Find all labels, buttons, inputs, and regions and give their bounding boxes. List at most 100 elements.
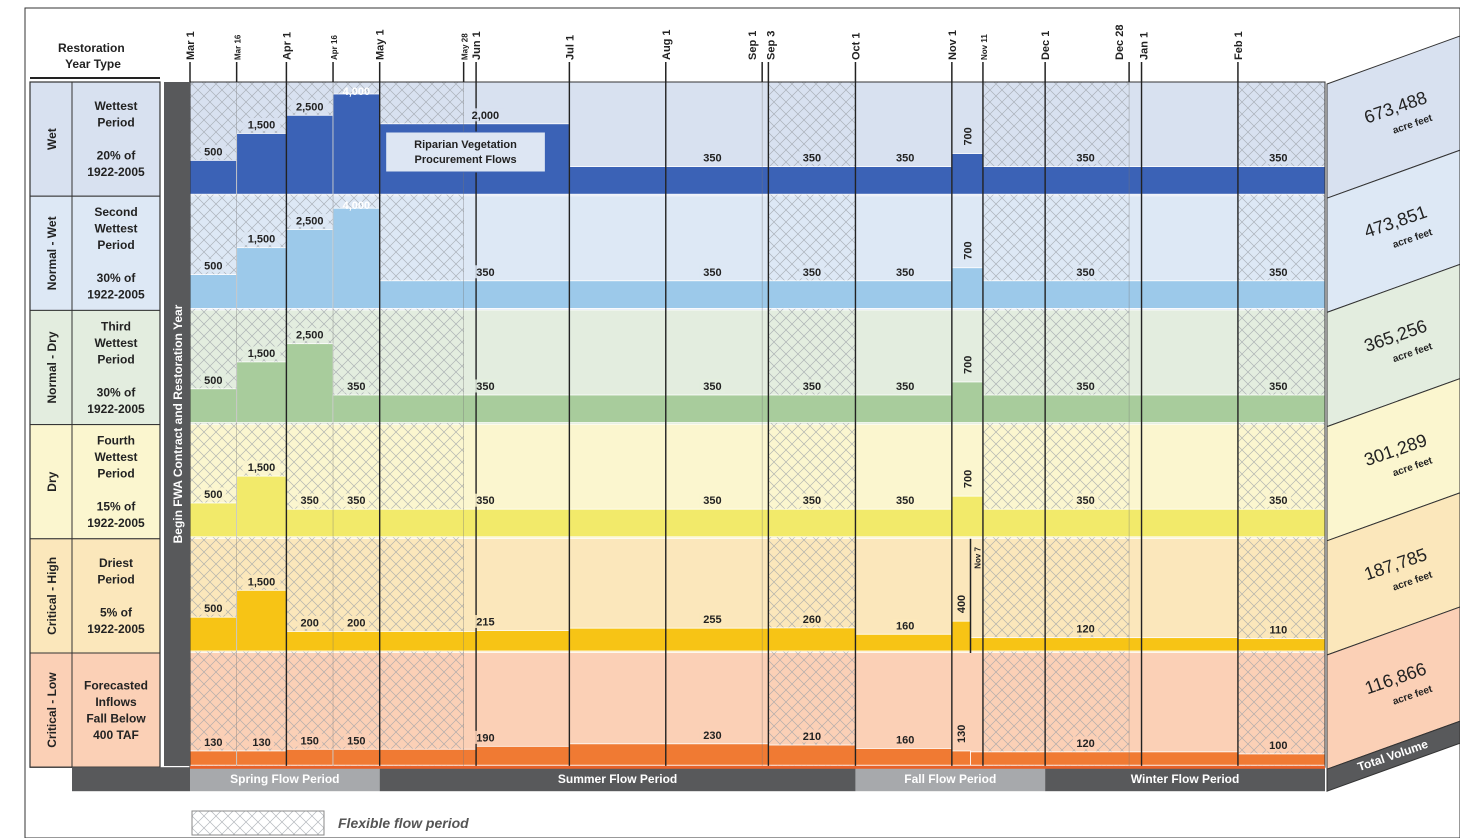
- flow-label-critical-low-1: 130: [252, 737, 270, 749]
- flow-label-bg-normal-dry-5: [699, 379, 726, 393]
- flow-label-dry-5: 350: [703, 495, 721, 507]
- volume-cell-dry: [1326, 378, 1460, 542]
- year-name-cell-normal-dry: [29, 309, 73, 426]
- flow-step-wet-5: [568, 166, 953, 195]
- flow-label-normal-wet-8: 700: [962, 241, 974, 259]
- contract-bar: Begin FWA Contract and Restoration Year: [164, 82, 190, 766]
- flow-step-critical-high-8: [970, 637, 1239, 652]
- flow-label-critical-high-5: 255: [703, 614, 721, 626]
- date-label-sep-3: Sep 3: [765, 31, 777, 60]
- date-label-mar-16: Mar 16: [234, 34, 243, 60]
- flow-label-critical-low-8: 130: [956, 725, 968, 743]
- total-volume-footer: [1326, 720, 1460, 792]
- flow-label-bg-critical-low-3: [343, 733, 369, 747]
- period-label-spring-flow-period: Spring Flow Period: [230, 772, 339, 786]
- year-type-desc-critical-low-2: Fall Below: [86, 711, 146, 725]
- flow-step-critical-low-1: [236, 750, 287, 766]
- period-label-fall-flow-period: Fall Flow Period: [904, 772, 996, 786]
- flow-label-bg-normal-dry-1: [242, 346, 281, 360]
- flow-label-normal-dry-3: 350: [347, 381, 365, 393]
- flow-label-normal-wet-6: 350: [803, 267, 821, 279]
- flow-label-bg-critical-low-0: [200, 735, 226, 749]
- flow-label-normal-wet-4: 350: [476, 267, 494, 279]
- year-type-name-critical-low: Critical - Low: [45, 672, 59, 748]
- volume-cell-wet: [1326, 35, 1460, 199]
- flow-label-dry-4: 350: [476, 495, 494, 507]
- flex-critical-low-3: [333, 653, 380, 768]
- flow-label-critical-high-9: 120: [1076, 624, 1094, 636]
- note-box-wet: [385, 131, 546, 173]
- flow-label-bg-critical-low-9: [1072, 736, 1099, 750]
- flow-step-dry-0: [189, 502, 238, 538]
- flow-step-dry-2: [285, 508, 953, 538]
- flow-label-normal-dry-0: 500: [204, 375, 222, 387]
- flow-label-wet-9: 350: [1076, 153, 1094, 165]
- flow-label-dry-2: 350: [301, 495, 319, 507]
- flow-label-bg-dry-9: [1072, 493, 1099, 507]
- flow-step-critical-low-8: [951, 750, 971, 766]
- flow-label-bg-critical-high-1: [242, 574, 281, 588]
- year-name-cell-critical-high: [29, 538, 73, 654]
- flow-steps: [189, 93, 1326, 766]
- flow-label-bg-critical-high-5: [699, 612, 726, 626]
- flow-step-critical-high-0: [189, 616, 238, 652]
- flow-step-wet-2: [285, 114, 334, 195]
- legend-flexible-label: Flexible flow period: [338, 815, 469, 831]
- flow-step-wet-6: [951, 153, 984, 195]
- flow-step-critical-low-5: [568, 743, 769, 766]
- flow-step-critical-high-3: [475, 630, 570, 652]
- flow-step-dry-3: [951, 495, 984, 538]
- flow-label-bg-normal-dry-9: [1072, 379, 1099, 393]
- note-text-line1-wet: Riparian Vegetation: [414, 139, 517, 151]
- legend-swatch: [191, 810, 325, 836]
- flow-label-normal-wet-7: 350: [896, 267, 914, 279]
- flow-step-critical-high-9: [1237, 638, 1326, 652]
- flow-label-critical-low-6: 210: [803, 731, 821, 743]
- flow-step-critical-low-0: [189, 750, 238, 766]
- year-type-desc-critical-low-1: Inflows: [95, 695, 137, 709]
- flow-step-critical-low-3: [332, 748, 477, 766]
- outer-frame: [24, 7, 1460, 838]
- flow-step-normal-dry-0: [189, 388, 238, 423]
- date-label-dec-28: Dec 28: [1114, 25, 1126, 60]
- flow-label-bg-normal-wet-2: [290, 213, 329, 227]
- year-type-desc-critical-high-4: 1922-2005: [87, 622, 145, 636]
- flow-label-bg-normal-dry-0: [200, 373, 226, 387]
- flow-label-bg-dry-10: [1265, 493, 1291, 507]
- flow-label-critical-high-6: 260: [803, 614, 821, 626]
- flow-label-normal-dry-8: 700: [962, 356, 974, 374]
- year-type-desc-critical-low-3: 400 TAF: [93, 728, 139, 742]
- year-type-desc-wet-3: 20% of: [97, 149, 137, 163]
- flow-label-bg-critical-low-1: [248, 735, 275, 749]
- year-type-desc-dry-5: 1922-2005: [87, 516, 145, 530]
- flow-step-dry-1: [236, 475, 287, 538]
- flow-step-normal-dry-4: [951, 381, 984, 423]
- date-label-apr-16: Apr 16: [330, 35, 339, 60]
- flow-label-critical-low-7: 160: [896, 734, 914, 746]
- year-type-desc-normal-wet-0: Second: [94, 205, 137, 219]
- date-axis: Mar 1 Mar 16 Apr 1 Apr 16 May 1 May 28 Jun 1 Ju…: [185, 25, 1245, 82]
- flow-label-bg-dry-1: [242, 460, 281, 474]
- flow-label-bg-dry-6: [799, 493, 825, 507]
- date-gridlines: [189, 81, 1326, 768]
- flow-label-bg-critical-high-6: [799, 612, 825, 626]
- flow-label-bg-normal-wet-7: [892, 265, 918, 279]
- flex-critical-low-7: [1045, 653, 1130, 768]
- flow-step-critical-low-6: [767, 744, 856, 766]
- flow-label-bg-normal-wet-5: [699, 265, 726, 279]
- flow-label-bg-critical-low-6: [799, 729, 825, 743]
- year-desc-cell-wet: [71, 81, 161, 197]
- flow-label-wet-10: 350: [1269, 153, 1287, 165]
- flow-label-wet-3: 4,000: [343, 86, 371, 98]
- flex-critical-low-6: [982, 653, 1046, 768]
- flow-label-wet-5: 350: [703, 153, 721, 165]
- flow-label-bg-dry-7: [892, 493, 918, 507]
- flow-step-normal-wet-6: [982, 280, 1326, 309]
- period-bar-lead: [72, 767, 190, 792]
- year-type-desc-normal-wet-5: 1922-2005: [87, 288, 145, 302]
- year-type-desc-dry-1: Wettest: [94, 450, 137, 464]
- volume-cell-normal-dry: [1326, 263, 1460, 428]
- flow-label-bg-critical-high-7: [892, 618, 918, 632]
- flow-label-critical-low-0: 130: [204, 737, 222, 749]
- date-label-jan-1: Jan 1: [1139, 32, 1151, 60]
